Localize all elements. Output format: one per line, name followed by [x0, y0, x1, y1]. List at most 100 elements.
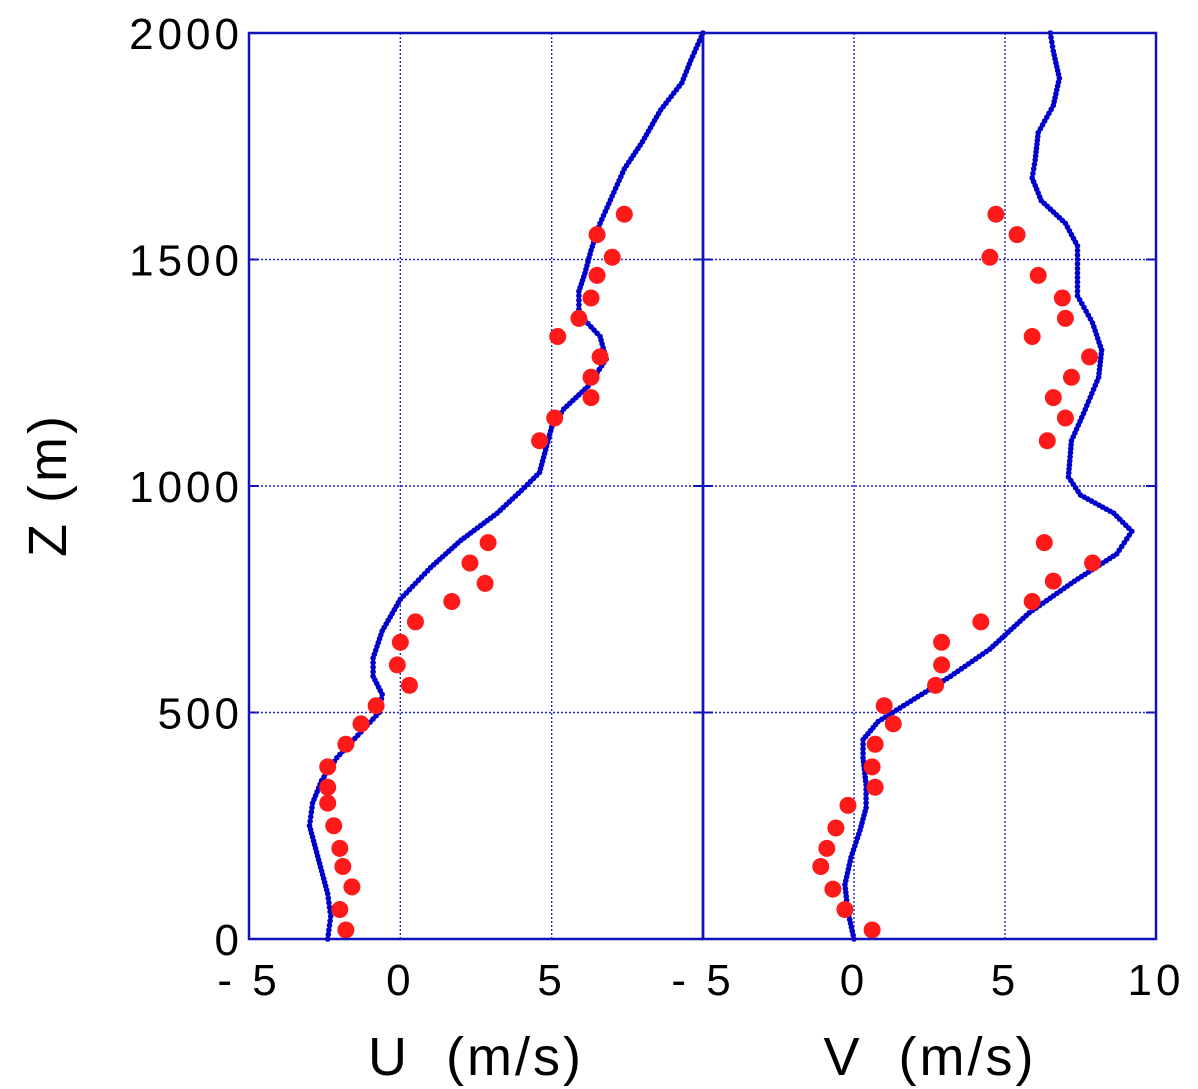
observed-point — [546, 409, 564, 427]
model-curve-dot — [1068, 441, 1074, 448]
observed-point — [443, 593, 461, 611]
x-tick-label: 0 — [386, 956, 414, 1005]
model-curve-dot — [1065, 470, 1072, 476]
x-tick-label: 0 — [840, 956, 868, 1005]
x-tick-label: 5 — [537, 956, 565, 1005]
model-curve-dot — [860, 745, 866, 752]
model-curve-dot — [1074, 256, 1081, 263]
observed-point — [582, 289, 600, 307]
observed-point — [588, 226, 606, 244]
model-curve-dot — [370, 664, 376, 670]
observed-point — [582, 368, 600, 386]
model-curve-dot — [1074, 279, 1081, 285]
grid-lines — [249, 33, 1156, 939]
model-curve-dot — [1067, 454, 1073, 460]
model-curve-dot — [863, 795, 869, 802]
observed-point — [331, 839, 349, 857]
model-curve-dot — [326, 904, 333, 911]
observed-point — [582, 389, 600, 407]
observed-point — [391, 633, 409, 651]
y-axis-title: Z (m) — [18, 413, 78, 557]
model-curve-dot — [860, 750, 866, 757]
panel-frame — [701, 31, 1158, 941]
observed-point — [367, 697, 385, 715]
y-tick-label: 2000 — [129, 10, 243, 59]
observed-point — [818, 839, 836, 857]
observed-point — [1084, 554, 1102, 572]
model-curve-dot — [1048, 34, 1054, 41]
observed-point — [884, 715, 902, 733]
model-curve-dot — [1074, 261, 1081, 267]
model-curve-dot — [1074, 252, 1081, 258]
model-curve-dot — [309, 804, 315, 811]
observed-point — [615, 205, 633, 223]
observed-point — [927, 676, 945, 694]
model-curve-dot — [306, 822, 313, 829]
model-curve-dot — [1066, 458, 1073, 464]
observed-point — [1053, 289, 1071, 307]
observed-point — [933, 656, 951, 674]
y-tick-label: 500 — [158, 690, 243, 739]
model-curve-dot — [307, 818, 313, 825]
observed-point — [863, 921, 881, 939]
x-tick-label: - 5 — [217, 956, 280, 1005]
model-curve-dot — [863, 791, 869, 797]
observed-point — [331, 901, 349, 919]
observed-point — [1044, 572, 1062, 590]
observed-point — [981, 248, 999, 266]
observed-point — [1035, 534, 1053, 552]
observed-point — [839, 796, 857, 814]
x-axis-title-v: V (m/s) — [824, 1027, 1037, 1087]
observed-point — [549, 328, 567, 346]
model-curve-dot — [1050, 48, 1057, 54]
model-curve-dot — [1066, 466, 1072, 472]
model-curve-dot — [1029, 175, 1035, 181]
observed-point — [1023, 593, 1041, 611]
observed-point — [337, 921, 355, 939]
observed-point — [1081, 348, 1099, 366]
model-curve-dot — [1049, 43, 1056, 50]
observed-point — [325, 817, 343, 835]
model-curve-dot — [1030, 170, 1036, 177]
observed-point — [319, 794, 337, 812]
model-curve-dot — [1066, 462, 1073, 468]
observed-point — [591, 348, 609, 366]
observed-point — [987, 205, 1005, 223]
plot-frame — [247, 31, 1158, 941]
observed-point — [319, 778, 337, 796]
observed-point — [400, 676, 418, 694]
observed-point — [1062, 368, 1080, 386]
model-curve-dot — [370, 659, 376, 666]
model-curve-dot — [370, 673, 376, 680]
observed-point — [603, 248, 621, 266]
observed-point — [479, 534, 497, 552]
model-curve-dot — [863, 804, 869, 811]
observed-point — [352, 715, 370, 733]
model-curve-dot — [860, 741, 866, 748]
observed-point — [863, 758, 881, 776]
model-curve-dot — [1074, 288, 1081, 295]
model-curve-dot — [325, 895, 332, 902]
x-tick-label: - 5 — [671, 956, 734, 1005]
model-curve-dot — [860, 755, 866, 761]
observed-point — [836, 901, 854, 919]
observed-point — [337, 735, 355, 753]
observed-point — [334, 858, 352, 876]
y-tick-label: 1500 — [129, 237, 243, 286]
observed-point — [933, 633, 951, 651]
observed-point — [866, 778, 884, 796]
model-curve-dot — [1031, 161, 1038, 168]
model-curve-dot — [307, 813, 314, 820]
model-curve-dot — [1074, 283, 1081, 290]
observed-point — [1056, 309, 1074, 327]
model-curve-dot — [1067, 445, 1074, 452]
observed-dots — [319, 205, 1102, 939]
observed-point — [1029, 266, 1047, 284]
model-curve-dot — [326, 922, 333, 929]
model-curve-dot — [1074, 265, 1081, 272]
x-tick-label: 10 — [1128, 956, 1185, 1005]
observed-point — [570, 309, 588, 327]
model-curve-dot — [576, 302, 582, 308]
